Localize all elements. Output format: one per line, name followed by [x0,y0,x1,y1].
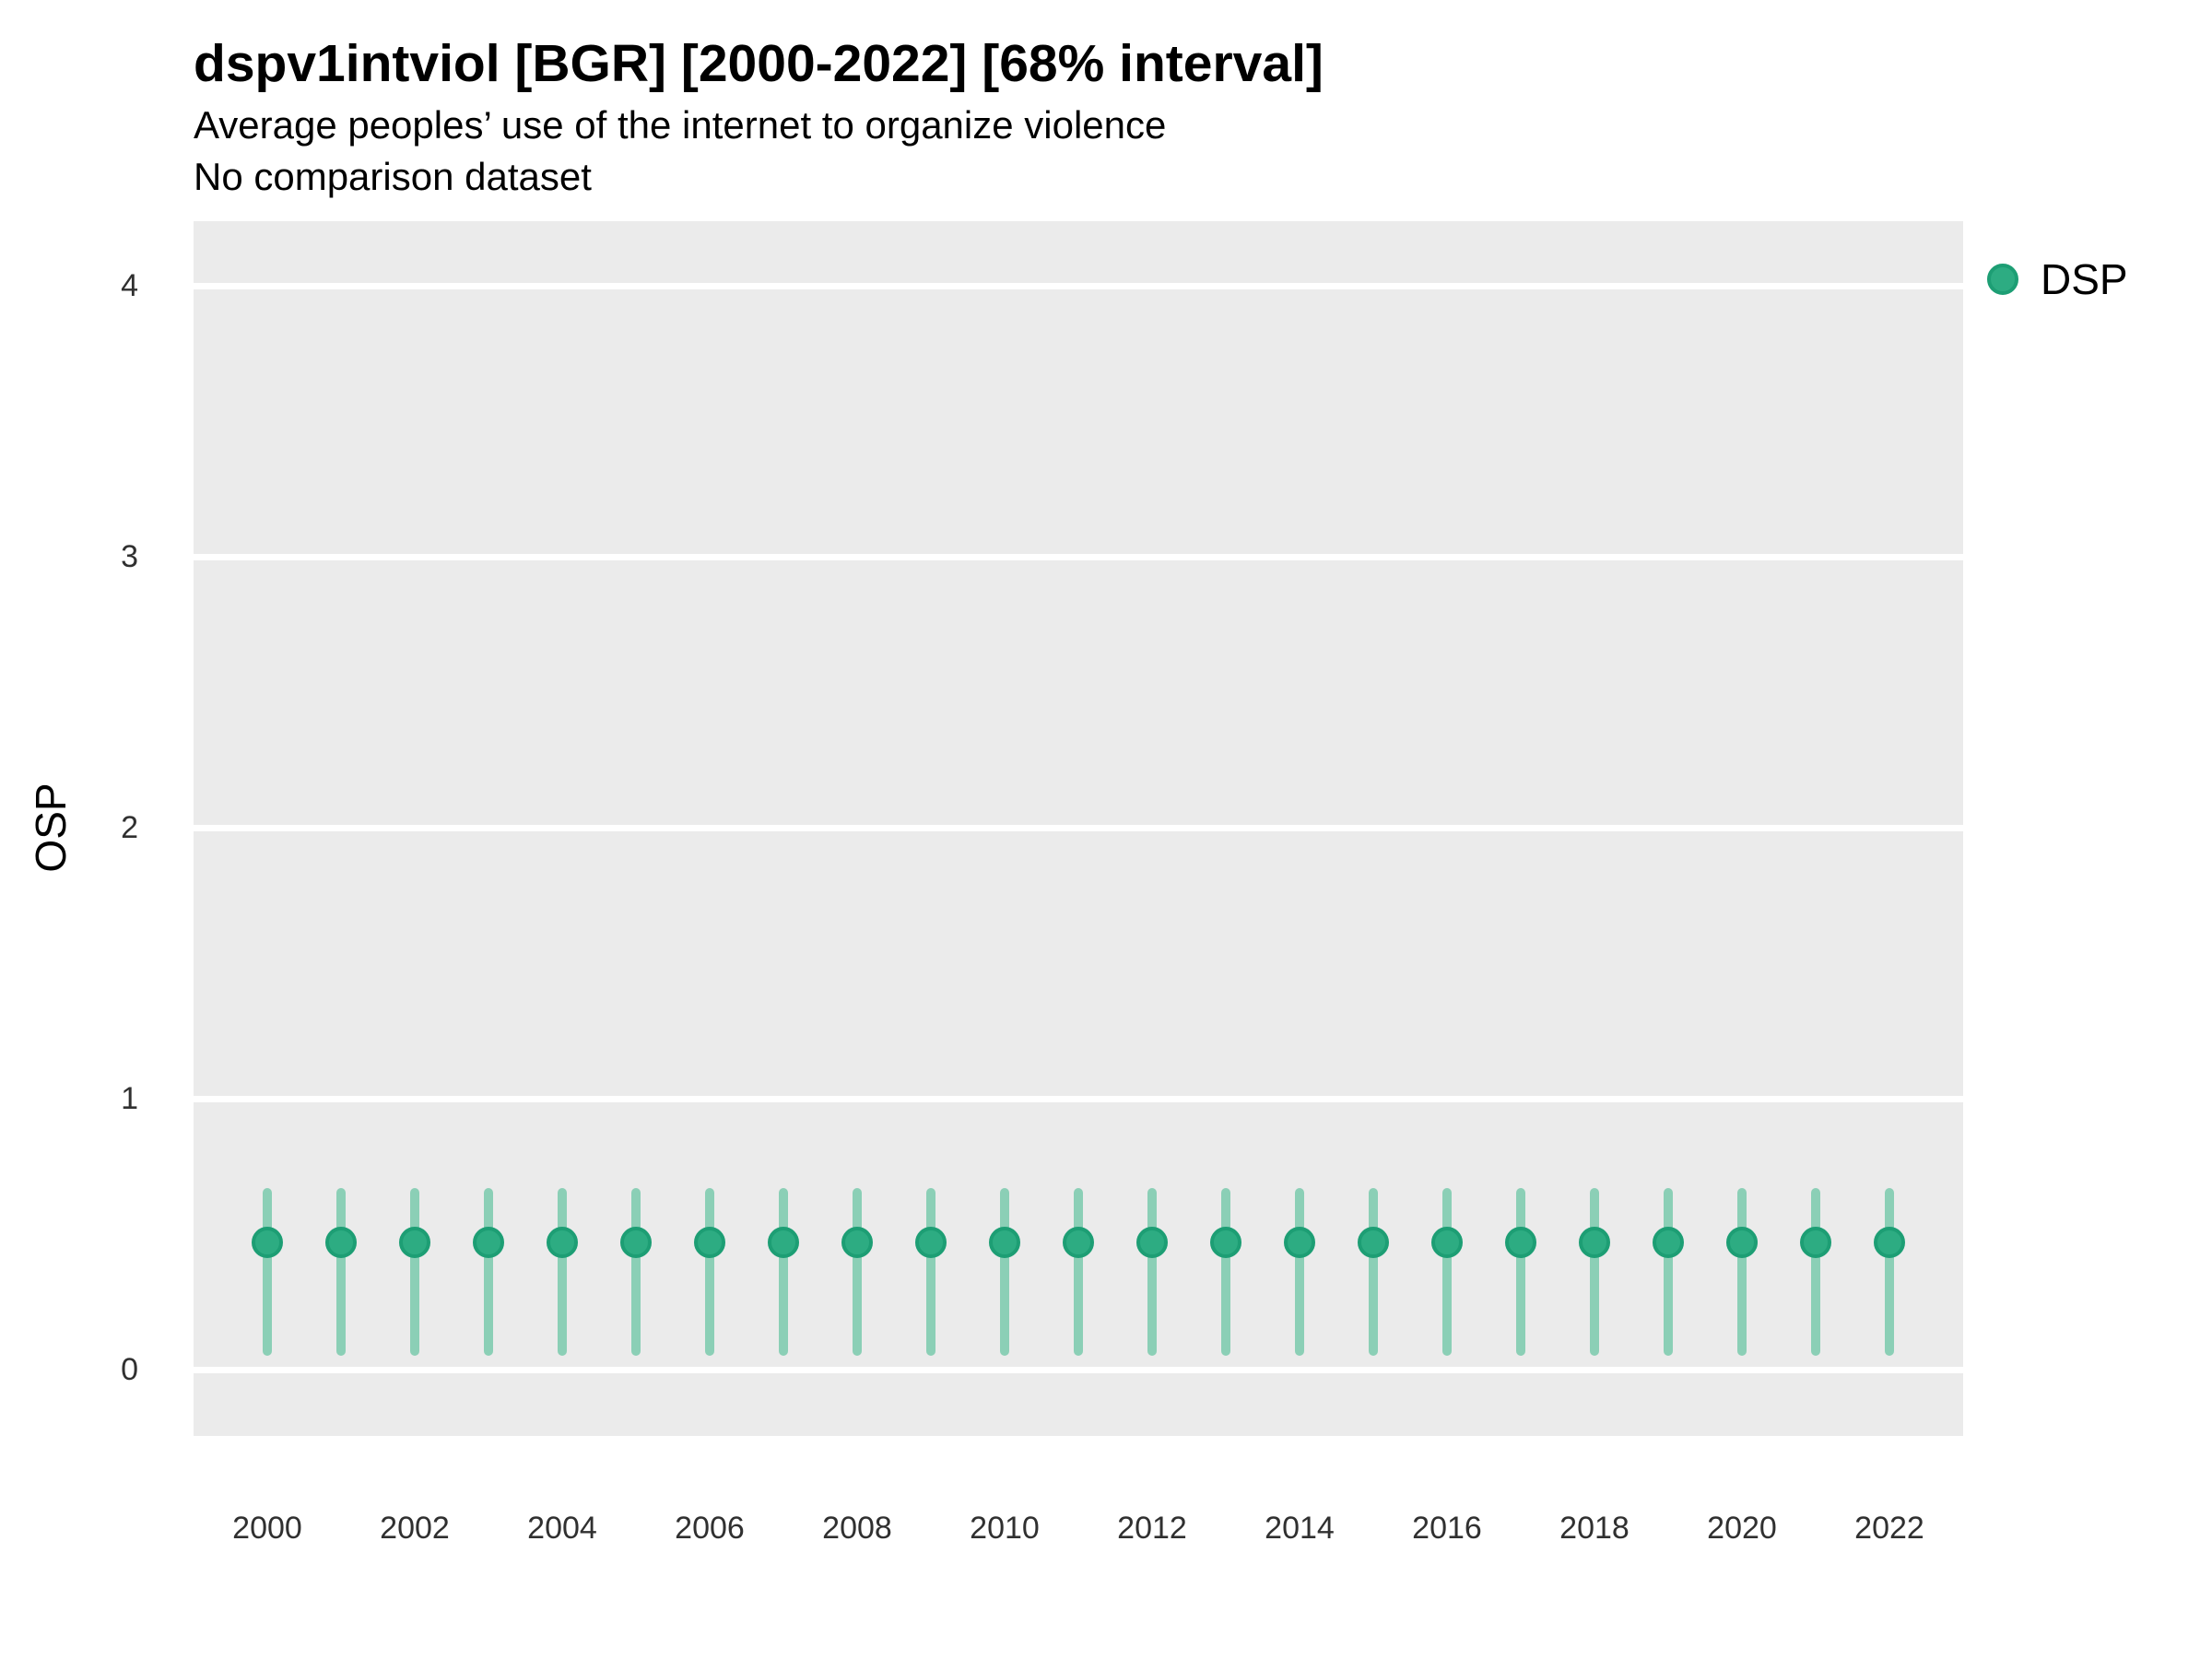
data-point [989,1226,1020,1258]
data-point [1874,1226,1905,1258]
interval-bar [1369,1188,1378,1357]
x-tick-label: 2016 [1412,1511,1482,1546]
interval-bar [1442,1188,1452,1357]
data-point [1063,1226,1094,1258]
gridline-y2 [194,824,1963,831]
y-tick-label: 2 [121,810,138,845]
chart-note: No comparison dataset [194,155,592,198]
x-tick-label: 2018 [1559,1511,1630,1546]
data-point [547,1226,578,1258]
interval-bar [1221,1188,1230,1357]
gridline-y0 [194,1366,1963,1373]
chart-title: dspv1intviol [BGR] [2000-2022] [68% inte… [194,34,1324,93]
gridline-y1 [194,1095,1963,1102]
y-tick-label: 1 [121,1081,138,1116]
interval-bar [263,1188,272,1357]
x-tick-label: 2010 [970,1511,1040,1546]
interval-bar [1000,1188,1009,1357]
x-tick-label: 2006 [675,1511,745,1546]
data-point [1210,1226,1241,1258]
interval-bar [336,1188,346,1357]
x-tick-label: 2012 [1117,1511,1187,1546]
data-point [1358,1226,1389,1258]
interval-bar [1295,1188,1304,1357]
data-point [1284,1226,1315,1258]
x-tick-label: 2004 [527,1511,597,1546]
x-tick-label: 2008 [822,1511,892,1546]
data-point [694,1226,725,1258]
data-point [768,1226,799,1258]
interval-bar [558,1188,567,1357]
data-point [1800,1226,1831,1258]
x-tick-label: 2020 [1707,1511,1777,1546]
chart-subtitle: Average peoples’ use of the internet to … [194,103,1167,147]
plot-panel [194,221,1963,1436]
interval-bar [926,1188,935,1357]
interval-bar [1516,1188,1525,1357]
interval-bar [1885,1188,1894,1357]
data-point [1136,1226,1168,1258]
legend-point-icon [1987,264,2018,295]
legend: DSP [1987,254,2128,304]
interval-bar [484,1188,493,1357]
data-point [1726,1226,1758,1258]
interval-bar [631,1188,641,1357]
data-point [1431,1226,1463,1258]
data-point [1653,1226,1684,1258]
x-tick-label: 2022 [1854,1511,1924,1546]
y-tick-label: 0 [121,1352,138,1387]
interval-bar [1811,1188,1820,1357]
interval-bar [1664,1188,1673,1357]
data-point [325,1226,357,1258]
x-tick-label: 2000 [232,1511,302,1546]
interval-bar [705,1188,714,1357]
data-point [841,1226,873,1258]
y-tick-label: 4 [121,268,138,303]
interval-bar [410,1188,419,1357]
data-point [915,1226,947,1258]
data-point [1505,1226,1536,1258]
data-point [252,1226,283,1258]
gridline-y3 [194,553,1963,560]
interval-bar [853,1188,862,1357]
legend-label: DSP [2041,255,2128,303]
data-point [473,1226,504,1258]
interval-bar [1737,1188,1747,1357]
x-tick-label: 2002 [380,1511,450,1546]
y-tick-label: 3 [121,539,138,574]
interval-bar [779,1188,788,1357]
interval-bar [1074,1188,1083,1357]
interval-bar [1147,1188,1157,1357]
data-point [1579,1226,1610,1258]
data-point [620,1226,652,1258]
interval-bar [1590,1188,1599,1357]
gridline-y4 [194,282,1963,289]
data-point [399,1226,430,1258]
x-tick-label: 2014 [1265,1511,1335,1546]
